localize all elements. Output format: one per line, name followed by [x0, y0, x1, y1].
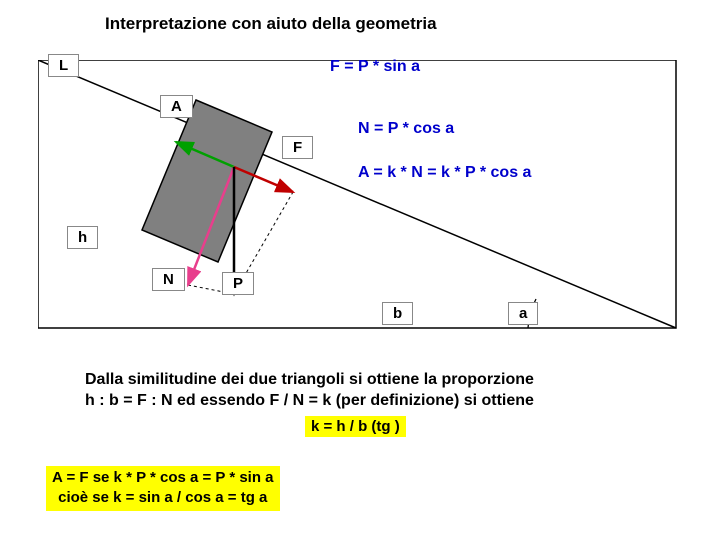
conclusion-line2: cioè se k = sin a / cos a = tg a: [58, 489, 267, 506]
eq-f: F = P * sin a: [330, 58, 420, 76]
page-title: Interpretazione con aiuto della geometri…: [105, 14, 437, 34]
label-p: P: [222, 272, 254, 295]
eq-a: A = k * N = k * P * cos a: [358, 164, 531, 182]
label-angle-a: a: [508, 302, 538, 325]
label-l: L: [48, 54, 79, 77]
explanation-text: Dalla similitudine dei due triangoli si …: [85, 370, 534, 412]
geometry-diagram: [38, 60, 678, 340]
conclusion-line1: A = F se k * P * cos a = P * sin a: [52, 469, 274, 486]
label-h: h: [67, 226, 98, 249]
highlight-k-equals: k = h / b (tg ): [305, 416, 406, 437]
label-f: F: [282, 136, 313, 159]
explanation-line1: Dalla similitudine dei due triangoli si …: [85, 371, 534, 388]
label-n: N: [152, 268, 185, 291]
incline-line: [38, 60, 676, 328]
eq-n: N = P * cos a: [358, 120, 454, 138]
highlight-conclusion: A = F se k * P * cos a = P * sin a cioè …: [46, 466, 280, 511]
explanation-line2: h : b = F : N ed essendo F / N = k (per …: [85, 392, 534, 409]
label-a-letter: A: [160, 95, 193, 118]
label-b: b: [382, 302, 413, 325]
